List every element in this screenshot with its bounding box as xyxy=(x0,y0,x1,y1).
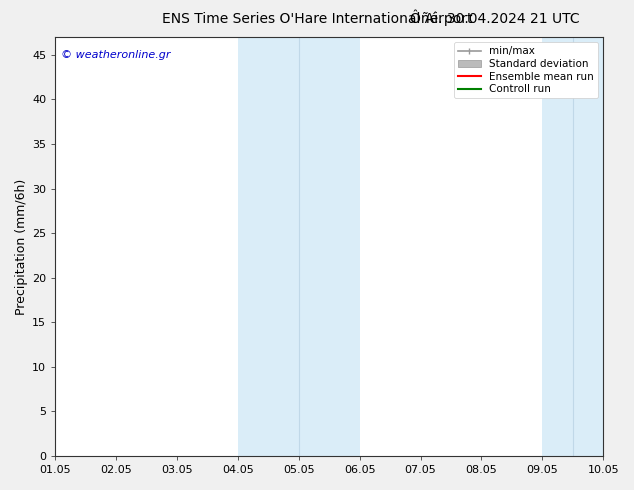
Legend: min/max, Standard deviation, Ensemble mean run, Controll run: min/max, Standard deviation, Ensemble me… xyxy=(454,42,598,98)
Y-axis label: Precipitation (mm/6h): Precipitation (mm/6h) xyxy=(15,178,28,315)
Text: Ôñé. 30.04.2024 21 UTC: Ôñé. 30.04.2024 21 UTC xyxy=(410,12,579,26)
Text: © weatheronline.gr: © weatheronline.gr xyxy=(61,49,171,60)
Text: ENS Time Series O'Hare International Airport: ENS Time Series O'Hare International Air… xyxy=(162,12,472,26)
Bar xyxy=(238,37,359,456)
Bar xyxy=(542,37,603,456)
